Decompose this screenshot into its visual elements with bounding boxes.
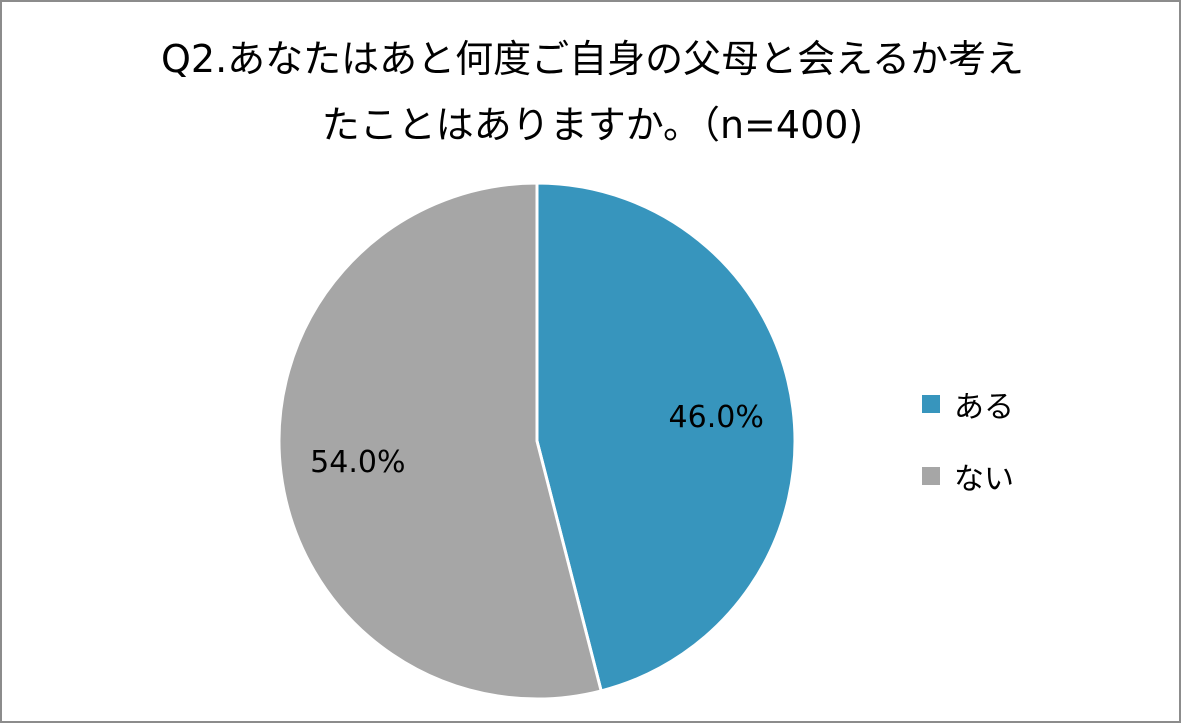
legend-label-aru: ある: [954, 382, 1014, 426]
data-label-aru: 46.0%: [669, 400, 764, 435]
data-label-nai: 54.0%: [310, 445, 405, 480]
pie-slices: [279, 183, 795, 699]
legend-item-nai: ない: [922, 440, 1014, 512]
legend-swatch-nai: [922, 467, 940, 485]
legend-item-aru: ある: [922, 368, 1014, 440]
legend-label-nai: ない: [954, 454, 1014, 498]
legend-swatch-aru: [922, 395, 940, 413]
legend: ある ない: [922, 368, 1014, 512]
